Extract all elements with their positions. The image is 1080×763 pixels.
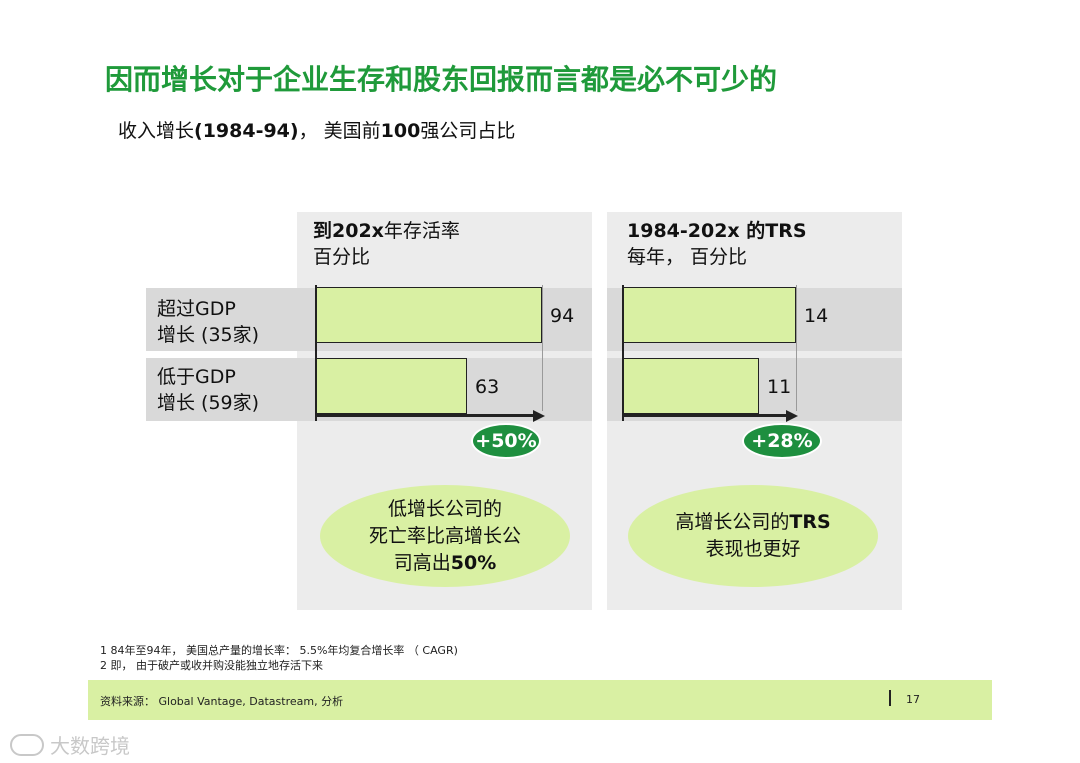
footnote-2: 2 即， 由于破产或收并购没能独立地存活下来 — [100, 659, 323, 672]
subtitle-count: 100 — [380, 120, 421, 142]
right-bar-label-above-gdp: 14 — [804, 305, 829, 327]
left-chart-y-axis — [315, 285, 317, 421]
right-chart-x-axis-arrow — [622, 414, 788, 417]
left-chart-unit: 百分比 — [313, 246, 371, 268]
left-difference-badge: +50% — [471, 423, 541, 459]
left-chart-arrow-head — [533, 410, 545, 422]
watermark: 大数跨境 — [10, 730, 130, 759]
left-bar-label-below-gdp: 63 — [475, 376, 500, 398]
left-chart-max-gridline — [542, 285, 543, 411]
footer-separator — [889, 690, 891, 706]
left-bar-below-gdp — [316, 358, 467, 414]
right-chart-unit: 每年， 百分比 — [627, 246, 748, 268]
subtitle-suffix: ， 美国前 — [298, 120, 381, 142]
left-bar-above-gdp — [316, 287, 542, 343]
right-chart-title-rest: 的TRS — [739, 220, 807, 242]
right-chart-y-axis — [622, 285, 624, 421]
right-chart-max-gridline — [796, 285, 797, 411]
panel-gap — [592, 212, 607, 610]
footnote-1: 1 84年至94年， 美国总产量的增长率： 5.5%年均复合增长率 （ CAGR… — [100, 644, 458, 657]
left-chart-title-bold: 到202x — [313, 220, 384, 242]
footer-bar — [88, 680, 992, 720]
page-title: 因而增长对于企业生存和股东回报而言都是必不可少的 — [105, 63, 778, 96]
right-bar-below-gdp — [623, 358, 759, 414]
left-chart-x-axis-arrow — [315, 414, 535, 417]
subtitle-tail: 强公司占比 — [420, 120, 516, 142]
subtitle-prefix: 收入增长 — [118, 120, 195, 142]
right-callout: 高增长公司的TRS 表现也更好 — [628, 485, 878, 587]
right-bar-above-gdp — [623, 287, 796, 343]
right-chart-title-bold: 1984-202x — [627, 220, 740, 242]
subtitle-period: (1984-94) — [194, 120, 299, 142]
left-chart-title: 到202x年存活率 百分比 — [313, 218, 460, 270]
right-difference-badge: +28% — [742, 423, 822, 459]
right-chart-arrow-head — [786, 410, 798, 422]
left-bar-label-above-gdp: 94 — [550, 305, 575, 327]
left-chart-title-rest: 年存活率 — [383, 220, 460, 242]
left-callout: 低增长公司的 死亡率比高增长公 司高出50% — [320, 485, 570, 587]
category-label-below-gdp: 低于GDP 增长 (59家) — [157, 366, 260, 414]
page-number: 17 — [906, 693, 920, 706]
right-chart-title: 1984-202x 的TRS 每年， 百分比 — [627, 218, 807, 270]
category-label-above-gdp: 超过GDP 增长 (35家) — [157, 298, 260, 346]
source-note: 资料来源： Global Vantage, Datastream, 分析 — [100, 695, 344, 708]
watermark-logo-icon — [10, 733, 44, 756]
page-subtitle: 收入增长(1984-94)， 美国前100强公司占比 — [118, 116, 515, 143]
row-band-below-gdp — [146, 358, 902, 421]
right-bar-label-below-gdp: 11 — [767, 376, 792, 398]
